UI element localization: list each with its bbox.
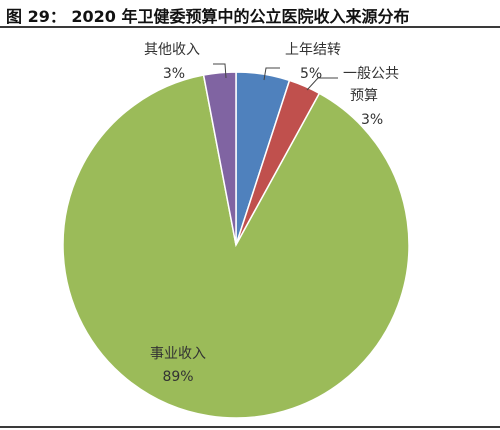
title-bar: 图 29： 2020 年卫健委预算中的公立医院收入来源分布 — [0, 0, 500, 28]
slice-name-label-4: 其他收入 — [144, 42, 200, 58]
slice-value-label-1: 5% — [300, 66, 322, 82]
slice-value-label-3: 89% — [162, 369, 193, 385]
pie-slices — [62, 71, 410, 419]
pie-slice-3 — [62, 74, 410, 419]
slice-name-label-1: 上年结转 — [285, 42, 341, 58]
slice-name-label-3: 事业收入 — [150, 346, 206, 362]
slice-value-label-4: 3% — [163, 66, 185, 82]
leader-lines — [213, 63, 338, 91]
leader-line-2 — [306, 77, 338, 91]
pie-slice-4 — [202, 71, 237, 246]
slice-name-label-2: 一般公共 — [343, 66, 399, 82]
chart-area: 上年结转 5% 一般公共预算 3% 事业收入 89% 其他收入 3% — [0, 28, 500, 426]
slice-value-label-2: 3% — [361, 112, 383, 128]
bottom-rule — [0, 426, 500, 428]
leader-line-1 — [263, 67, 280, 81]
page-title: 图 29： 2020 年卫健委预算中的公立医院收入来源分布 — [6, 7, 410, 26]
slice-name-label-2: 预算 — [350, 88, 378, 104]
leader-line-4 — [213, 63, 227, 79]
